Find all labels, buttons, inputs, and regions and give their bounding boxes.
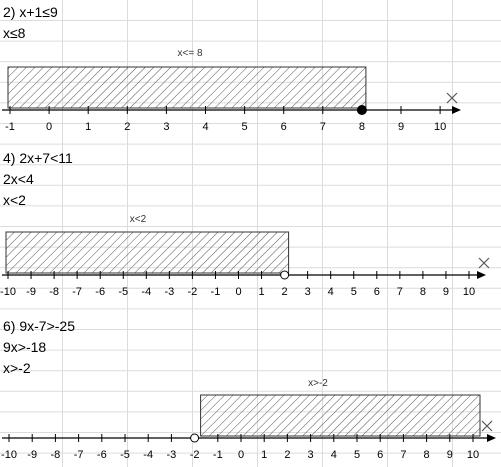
- open-point: [280, 270, 290, 280]
- tick-label: 0: [235, 286, 241, 298]
- equation-line: x≤8: [3, 25, 26, 41]
- tick-label: -3: [164, 286, 174, 298]
- equation-line: 2) x+1≤9: [3, 4, 58, 20]
- tick-label: -7: [74, 449, 84, 461]
- tick-label: -1: [213, 449, 223, 461]
- tick-label: 5: [242, 121, 248, 133]
- tick-label: 8: [424, 449, 430, 461]
- tick-label: 4: [331, 449, 337, 461]
- tick-label: 7: [400, 449, 406, 461]
- tick-label: -1: [5, 121, 15, 133]
- tick-label: 2: [282, 286, 288, 298]
- shaded-region: [7, 66, 367, 109]
- axis-arrow: [477, 271, 486, 279]
- equation-line: 6) 9x-7>-25: [3, 318, 75, 334]
- tick-label: 9: [443, 286, 449, 298]
- tick-label: -6: [97, 449, 107, 461]
- tick-label: -4: [143, 449, 153, 461]
- tick-label: 8: [359, 121, 365, 133]
- tick-label: -3: [167, 449, 177, 461]
- tick-label: 6: [281, 121, 287, 133]
- shaded-region: [5, 231, 290, 274]
- tick-label: 10: [467, 449, 479, 461]
- tick-label: 3: [163, 121, 169, 133]
- tick-label: -8: [51, 449, 61, 461]
- tick-label: -7: [72, 286, 82, 298]
- shaded-region: [200, 394, 481, 437]
- tick-label: -2: [188, 286, 198, 298]
- tick-label: 1: [261, 449, 267, 461]
- region-label: x>-2: [308, 378, 328, 389]
- axis-arrow: [487, 434, 496, 442]
- tick-label: 2: [284, 449, 290, 461]
- tick-label: 3: [305, 286, 311, 298]
- equation-line: 4) 2x+7<11: [3, 150, 73, 166]
- tick-label: 9: [447, 449, 453, 461]
- closed-point: [356, 105, 367, 115]
- tick-label: 7: [320, 121, 326, 133]
- tick-label: 10: [434, 121, 446, 133]
- tick-label: 0: [46, 121, 52, 133]
- tick-label: -9: [27, 449, 37, 461]
- tick-label: 10: [463, 286, 475, 298]
- tick-label: 1: [85, 121, 91, 133]
- tick-label: 6: [374, 286, 380, 298]
- tick-label: -9: [26, 286, 36, 298]
- axis-cross: [478, 257, 490, 269]
- tick-label: -10: [1, 449, 17, 461]
- region-label: x<2: [130, 214, 147, 225]
- tick-label: 4: [328, 286, 334, 298]
- tick-label: 1: [258, 286, 264, 298]
- tick-label: 7: [397, 286, 403, 298]
- tick-label: -6: [95, 286, 105, 298]
- tick-label: 0: [238, 449, 244, 461]
- tick-label: -10: [0, 286, 16, 298]
- equation-line: 9x>-18: [3, 339, 46, 355]
- axis-cross: [446, 92, 458, 104]
- axis-arrow: [452, 106, 461, 114]
- tick-label: -4: [141, 286, 151, 298]
- tick-label: 3: [308, 449, 314, 461]
- tick-label: 8: [420, 286, 426, 298]
- region-label: x<= 8: [177, 48, 202, 59]
- tick-label: 6: [377, 449, 383, 461]
- tick-label: 5: [351, 286, 357, 298]
- equation-line: x>-2: [3, 360, 31, 376]
- tick-label: -8: [49, 286, 59, 298]
- tick-label: 9: [398, 121, 404, 133]
- tick-label: -5: [118, 286, 128, 298]
- tick-label: -1: [211, 286, 221, 298]
- axis-cross: [481, 420, 493, 432]
- tick-label: 5: [354, 449, 360, 461]
- equation-line: 2x<4: [3, 171, 34, 187]
- tick-label: 4: [202, 121, 208, 133]
- equation-line: x<2: [3, 192, 26, 208]
- tick-label: 2: [124, 121, 130, 133]
- tick-label: -5: [120, 449, 130, 461]
- open-point: [190, 433, 200, 443]
- tick-label: -2: [190, 449, 200, 461]
